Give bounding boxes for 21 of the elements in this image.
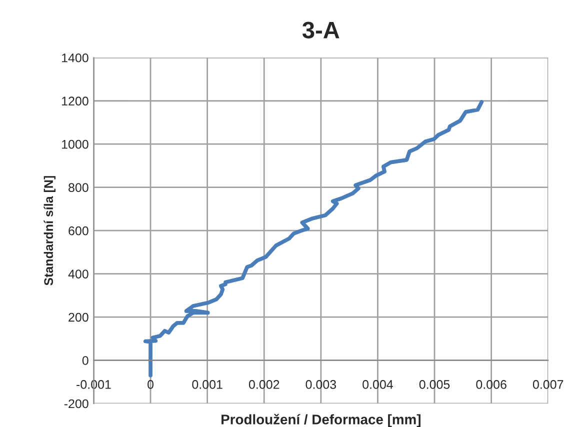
x-tick-label: 0.001 xyxy=(192,380,222,389)
line-series xyxy=(143,100,484,378)
y-axis-title: Standardní síla [N] xyxy=(44,176,56,286)
x-tick-label: 0 xyxy=(148,380,154,389)
x-tick-label: 0.004 xyxy=(362,380,393,389)
x-tick-label: 0.005 xyxy=(419,380,450,389)
y-tick-label: 0 xyxy=(82,356,88,365)
y-tick-label: 1200 xyxy=(62,96,88,106)
x-tick-label: 0.003 xyxy=(306,380,336,389)
y-tick-label: 800 xyxy=(68,183,88,192)
y-tick-label: 400 xyxy=(68,270,88,278)
y-tick-label: -200 xyxy=(64,399,88,408)
y-tick-label: 600 xyxy=(68,226,88,236)
x-axis-title: Prodloužení / Deformace [mm] xyxy=(222,414,420,427)
y-tick-label: 1400 xyxy=(62,53,88,62)
y-tick-label: 200 xyxy=(68,312,88,322)
x-tick-label: 0.007 xyxy=(532,380,564,389)
x-tick-label: 0.006 xyxy=(476,380,506,389)
x-tick-label: 0.002 xyxy=(248,380,280,389)
chart-title: 3-A xyxy=(302,22,340,38)
y-tick-label: 1000 xyxy=(62,140,88,149)
